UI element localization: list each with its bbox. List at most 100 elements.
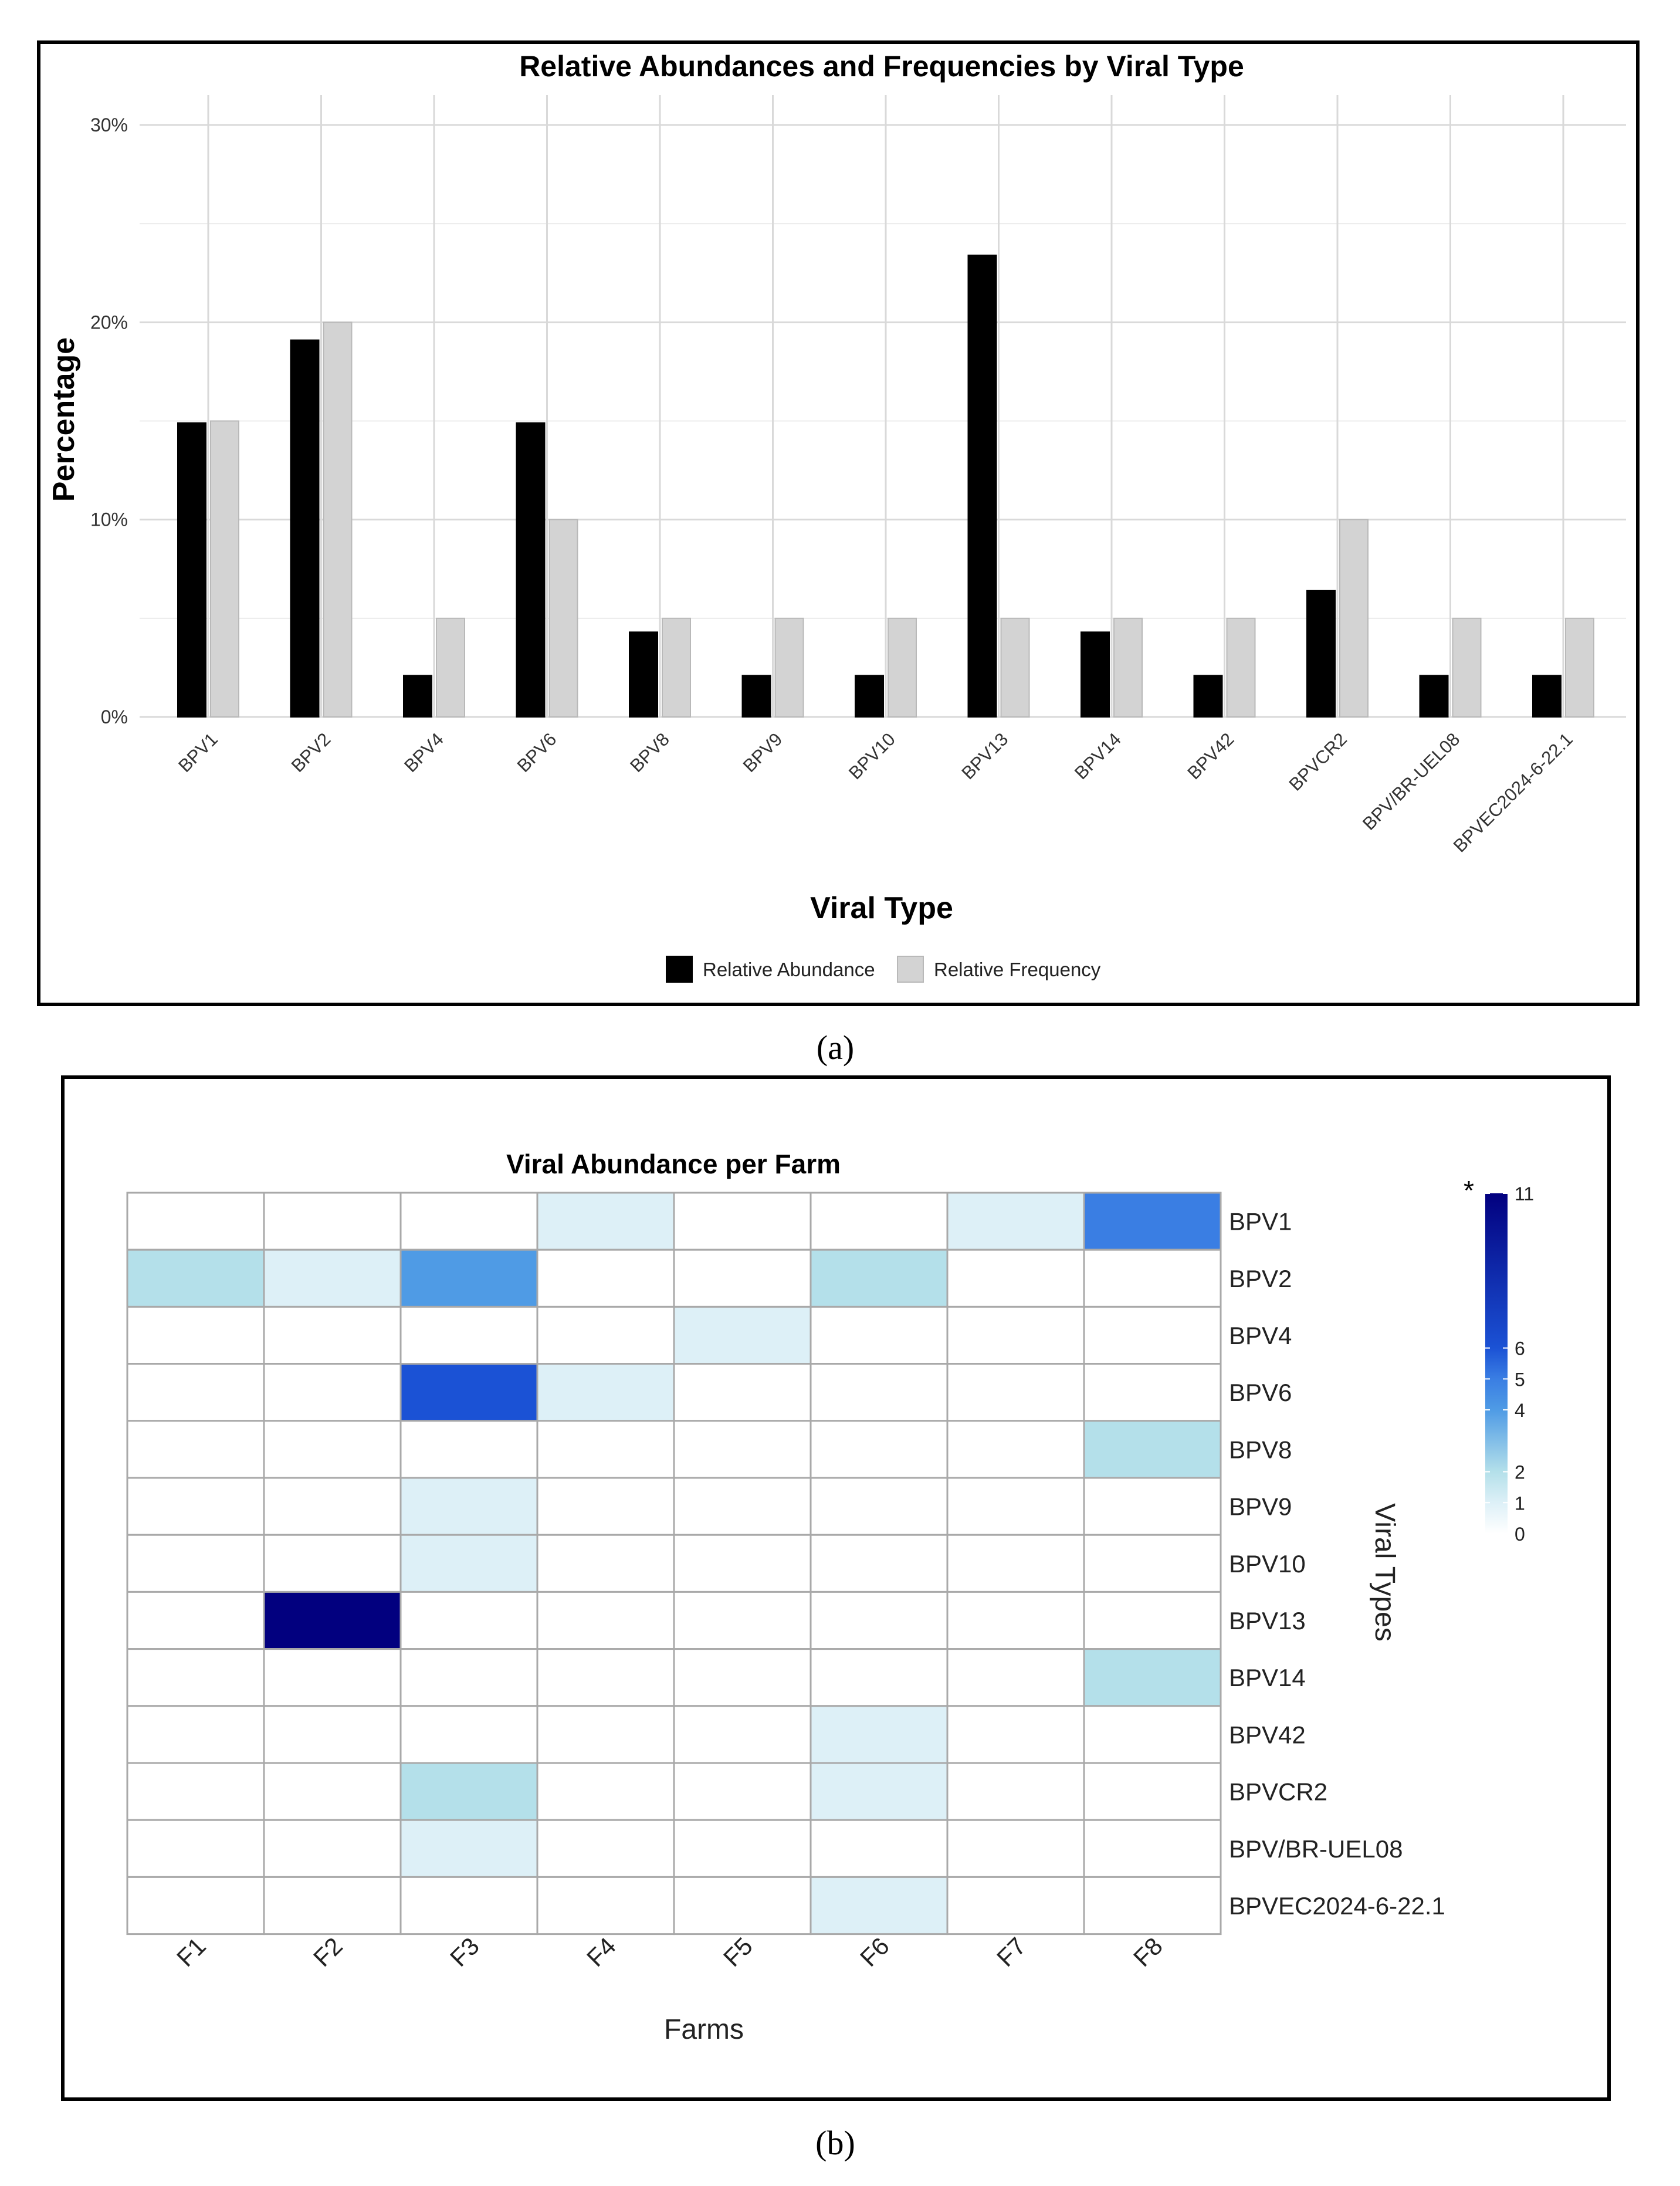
heatmap-cell-bpv9-f5 [673,1477,812,1536]
heatmap-cell-bpvcr2-f2 [263,1762,402,1821]
heatmap-row-label: BPV14 [1229,1664,1306,1691]
heatmap-cell-bpv14-f8 [1083,1648,1222,1707]
bar-relative-abundance-bpv2 [290,339,320,718]
heatmap-cell-bpv1-f8 [1083,1192,1222,1251]
heatmap-cell-bpv2-f4 [536,1248,675,1308]
heatmap-cell-bpvec2024-6-22-1-f3 [399,1876,538,1935]
heatmap-cell-bpv42-f8 [1083,1705,1222,1764]
heatmap-cell-bpv4-f5 [673,1305,812,1365]
bar-chart-y-tick-label: 20% [90,312,128,333]
heatmap-cell-bpv13-f1 [126,1591,265,1650]
heatmap-row-label: BPV9 [1229,1493,1292,1521]
heatmap-cell-bpv42-f1 [126,1705,265,1764]
heatmap-x-label: Farms [664,2014,744,2045]
bar-relative-abundance-bpv42 [1193,675,1223,718]
heatmap-cell-bpv42-f6 [809,1705,949,1764]
bar-relative-frequency-bpv42 [1226,617,1256,718]
legend-swatch-relative-frequency [897,956,924,983]
heatmap-row-label: BPV4 [1229,1322,1292,1349]
heatmap-cell-bpv-br-uel08-f8 [1083,1819,1222,1878]
bar-relative-abundance-bpv4 [403,675,432,718]
heatmap-cells [126,1192,1222,1935]
heatmap-row-label: BPV1 [1229,1208,1292,1236]
heatmap-cell-bpv4-f2 [263,1305,402,1365]
heatmap-cell-bpv1-f7 [946,1192,1085,1251]
heatmap-cell-bpv4-f4 [536,1305,675,1365]
heatmap-cell-bpv1-f1 [126,1192,265,1251]
heatmap-row-label: BPV42 [1229,1721,1306,1748]
heatmap-cell-bpv13-f5 [673,1591,812,1650]
heatmap-cell-bpvcr2-f7 [946,1762,1085,1821]
heatmap-cell-bpv14-f3 [399,1648,538,1707]
heatmap-cell-bpvec2024-6-22-1-f5 [673,1876,812,1935]
heatmap-row-label: BPVCR2 [1229,1778,1327,1806]
colorbar-tick-label: 2 [1515,1462,1525,1483]
heatmap-cell-bpv1-f2 [263,1192,402,1251]
heatmap-cell-bpv10-f3 [399,1534,538,1593]
heatmap-cell-bpv42-f3 [399,1705,538,1764]
heatmap-cell-bpv4-f8 [1083,1305,1222,1365]
heatmap-cell-bpv6-f2 [263,1363,402,1422]
bar-relative-frequency-bpv2 [323,322,353,718]
panel-b-label: (b) [815,2124,855,2162]
bar-relative-frequency-bpv14 [1113,617,1143,718]
heatmap-cell-bpv2-f3 [399,1248,538,1308]
heatmap-title: Viral Abundance per Farm [506,1149,841,1179]
heatmap-cell-bpv6-f5 [673,1363,812,1422]
bar-relative-abundance-bpv14 [1081,631,1110,718]
bar-chart-y-tick-label: 10% [90,509,128,530]
heatmap-cell-bpv1-f3 [399,1192,538,1251]
heatmap-cell-bpv2-f5 [673,1248,812,1308]
heatmap-colorbar: 0 1 2 4 5 6 11 * [1464,1175,1534,1545]
heatmap-row-label: BPV10 [1229,1550,1306,1578]
heatmap-cell-bpv13-f2 [263,1591,402,1650]
heatmap-cell-bpv-br-uel08-f5 [673,1819,812,1878]
heatmap-cell-bpv10-f6 [809,1534,949,1593]
bar-relative-frequency-bpv13 [1000,617,1030,718]
colorbar-tick-label: 1 [1515,1493,1525,1514]
heatmap-cell-bpv-br-uel08-f7 [946,1819,1085,1878]
heatmap-cell-bpv8-f8 [1083,1420,1222,1479]
heatmap-cell-bpvcr2-f6 [809,1762,949,1821]
heatmap-cell-bpv14-f5 [673,1648,812,1707]
bar-relative-frequency-bpvcr2 [1339,519,1369,718]
bar-chart-x-label: Viral Type [810,891,953,925]
panel-b: Viral Abundance per Farm BPV1BPV2BPV4BPV… [61,1075,1611,2101]
heatmap-cell-bpvec2024-6-22-1-f7 [946,1876,1085,1935]
heatmap-row-labels: BPV1 BPV2 BPV4 BPV6 BPV8 BPV9 BPV10 BPV13 BPV14 B… [1229,1208,1445,1920]
heatmap-cell-bpv1-f5 [673,1192,812,1251]
panel-a-label: (a) [817,1028,854,1067]
colorbar-tick-label: 6 [1515,1338,1525,1359]
bar-relative-abundance-bpvec2024-6-22-1 [1532,675,1562,718]
heatmap-cell-bpv8-f3 [399,1420,538,1479]
heatmap-cell-bpv10-f5 [673,1534,812,1593]
heatmap-cell-bpv42-f5 [673,1705,812,1764]
heatmap-cell-bpv10-f4 [536,1534,675,1593]
heatmap-cell-bpv2-f1 [126,1248,265,1308]
heatmap-cell-bpv-br-uel08-f6 [809,1819,949,1878]
heatmap-cell-bpv2-f7 [946,1248,1085,1308]
bar-chart-legend: Relative Abundance Relative Frequency [666,956,1101,983]
heatmap-cell-bpv14-f4 [536,1648,675,1707]
heatmap-cell-bpv9-f8 [1083,1477,1222,1536]
heatmap-cell-bpv10-f7 [946,1534,1085,1593]
heatmap-cell-bpv2-f6 [809,1248,949,1308]
heatmap-cell-bpvcr2-f5 [673,1762,812,1821]
heatmap-cell-bpv-br-uel08-f4 [536,1819,675,1878]
bar-chart-bars [177,254,1594,718]
panel-a-frame [37,40,1640,1006]
heatmap-cell-bpv6-f8 [1083,1363,1222,1422]
heatmap-cell-bpv14-f2 [263,1648,402,1707]
heatmap-cell-bpv4-f6 [809,1305,949,1365]
heatmap-cell-bpv42-f2 [263,1705,402,1764]
bar-chart-y-tick-label: 30% [90,114,128,136]
heatmap-cell-bpv1-f6 [809,1192,949,1251]
heatmap-cell-bpv2-f2 [263,1248,402,1308]
heatmap-cell-bpv10-f2 [263,1534,402,1593]
colorbar-scale [1485,1193,1508,1534]
bar-relative-abundance-bpv10 [855,675,884,718]
bar-relative-abundance-bpv8 [629,631,658,718]
colorbar-tick-label: 4 [1515,1400,1525,1421]
heatmap-row-label: BPV13 [1229,1607,1306,1635]
